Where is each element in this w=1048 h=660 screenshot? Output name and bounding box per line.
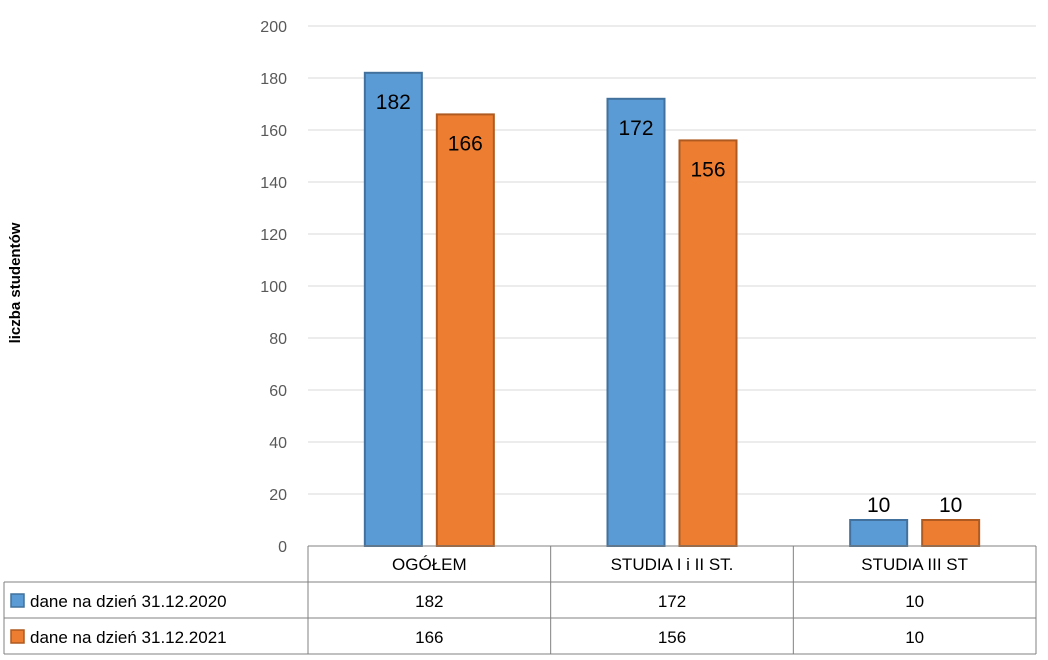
table-cell: 182 (415, 592, 443, 611)
y-axis-ticks: 0 20 40 60 80 100 120 140 160 180 200 (260, 19, 287, 556)
data-label: 156 (690, 158, 725, 181)
category-label: STUDIA I i II ST. (611, 555, 734, 574)
bar-2021-0 (435, 113, 495, 548)
bar-2021-2 (921, 519, 981, 547)
table-cell: 172 (658, 592, 686, 611)
bar-2020-1 (606, 97, 666, 548)
gridlines (308, 25, 1036, 495)
y-tick-label: 100 (260, 279, 287, 296)
legend-swatch (10, 629, 25, 644)
table-cell: 10 (905, 628, 924, 647)
y-tick-label: 180 (260, 71, 287, 88)
y-tick-label: 60 (269, 383, 287, 400)
bar-2021-1 (678, 139, 738, 547)
y-axis-title: liczba studentów (7, 222, 24, 343)
table-cell: 10 (905, 592, 924, 611)
data-label: 10 (867, 494, 890, 517)
legend-swatch (10, 593, 25, 608)
y-tick-label: 80 (269, 331, 287, 348)
data-table: OGÓŁEM STUDIA I i II ST. STUDIA III ST dane… (3, 545, 1037, 655)
data-label: 10 (939, 494, 962, 517)
category-label: STUDIA III ST (861, 555, 968, 574)
y-tick-label: 20 (269, 487, 287, 504)
y-tick-label: 120 (260, 227, 287, 244)
data-label: 172 (618, 117, 653, 140)
bar-2020-2 (849, 519, 909, 547)
legend-label: dane na dzień 31.12.2020 (30, 592, 227, 611)
y-tick-label: 160 (260, 123, 287, 140)
y-tick-label: 140 (260, 175, 287, 192)
y-tick-label: 200 (260, 19, 287, 36)
table-cell: 156 (658, 628, 686, 647)
y-tick-label: 40 (269, 435, 287, 452)
legend-label: dane na dzień 31.12.2021 (30, 628, 227, 647)
category-label: OGÓŁEM (392, 555, 467, 574)
data-label: 166 (448, 132, 483, 155)
bar-2020-0 (363, 71, 423, 548)
data-label: 182 (376, 91, 411, 114)
y-tick-label: 0 (278, 539, 287, 556)
data-labels: 182 172 10 166 156 10 (376, 91, 963, 517)
table-cell: 166 (415, 628, 443, 647)
